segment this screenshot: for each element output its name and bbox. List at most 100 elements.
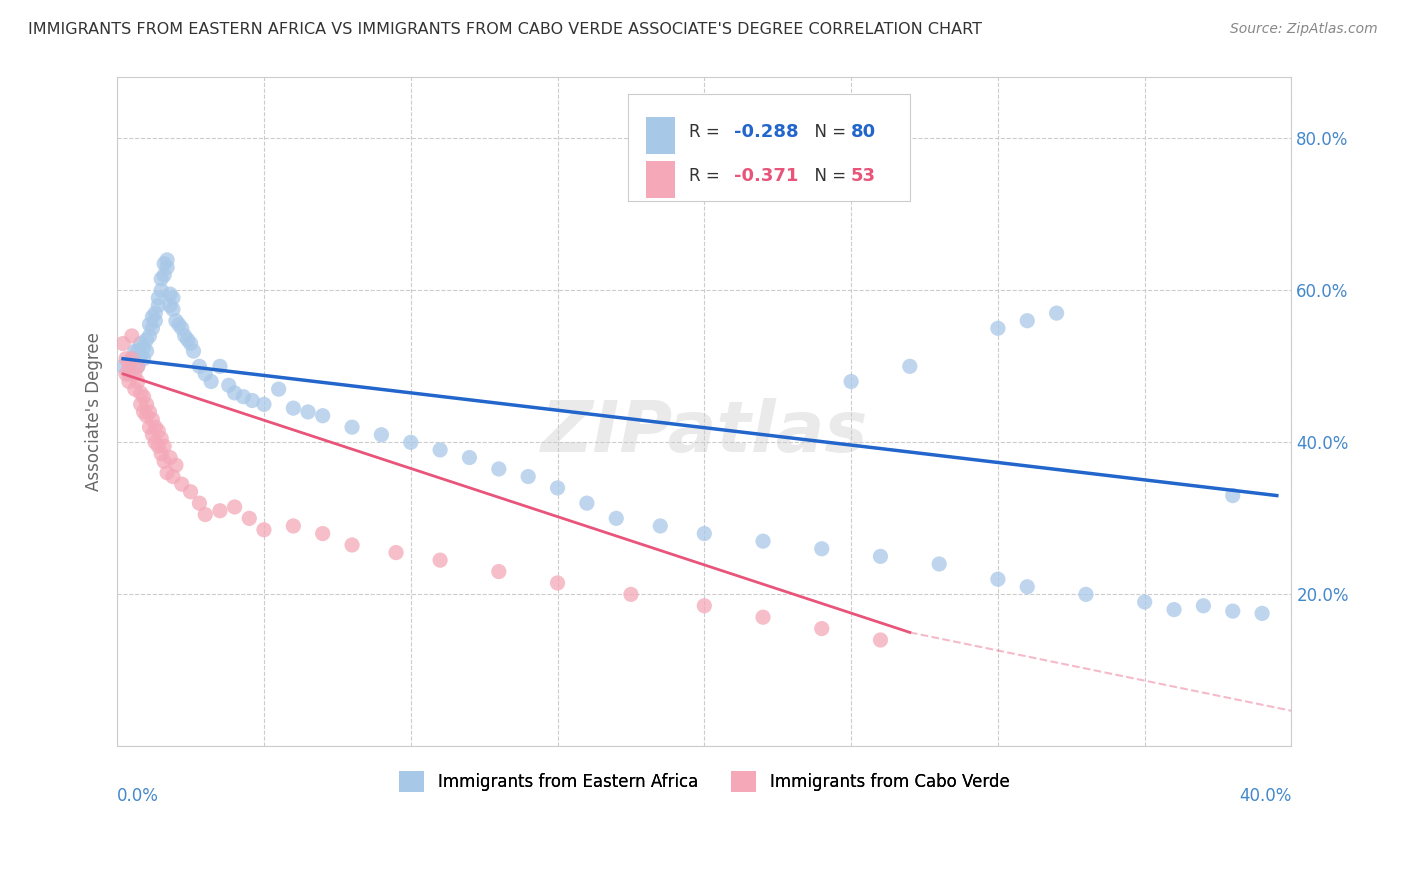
Point <box>132 390 155 404</box>
Point <box>238 511 260 525</box>
Point <box>150 283 173 297</box>
Point <box>143 420 166 434</box>
Point <box>121 351 143 366</box>
Point <box>121 351 143 366</box>
Text: 40.0%: 40.0% <box>1239 787 1292 805</box>
Point <box>869 549 891 564</box>
Point <box>180 336 202 351</box>
Point <box>148 439 170 453</box>
Point <box>1074 587 1097 601</box>
Point <box>156 252 179 267</box>
Point <box>429 442 451 457</box>
Text: 80: 80 <box>851 123 876 141</box>
Point <box>138 318 160 332</box>
Point <box>218 378 240 392</box>
FancyBboxPatch shape <box>628 95 910 202</box>
Point <box>132 405 155 419</box>
Point <box>132 340 155 354</box>
Point <box>208 504 231 518</box>
Text: N =: N = <box>804 168 852 186</box>
Point <box>928 557 950 571</box>
Text: Source: ZipAtlas.com: Source: ZipAtlas.com <box>1230 22 1378 37</box>
Point <box>200 375 222 389</box>
Point <box>112 359 135 374</box>
Point <box>141 427 163 442</box>
Point <box>165 458 187 472</box>
Point <box>153 268 176 282</box>
Point <box>143 314 166 328</box>
Point <box>159 287 181 301</box>
Point <box>135 409 157 423</box>
Point <box>224 500 246 514</box>
Point <box>124 367 146 381</box>
Point <box>1163 602 1185 616</box>
Point <box>752 534 775 549</box>
Point <box>547 481 569 495</box>
Point <box>156 466 179 480</box>
Point <box>141 321 163 335</box>
Point <box>118 367 141 381</box>
Point <box>517 469 540 483</box>
Point <box>141 310 163 324</box>
Point <box>253 397 276 411</box>
Point <box>129 397 152 411</box>
Point <box>138 329 160 343</box>
Point <box>170 321 193 335</box>
Point <box>194 508 217 522</box>
Point <box>153 454 176 468</box>
Point <box>240 393 263 408</box>
Point <box>180 484 202 499</box>
Point <box>488 462 510 476</box>
Point <box>173 329 195 343</box>
Point <box>162 469 184 483</box>
Point <box>385 545 408 559</box>
Point <box>987 572 1010 586</box>
Text: R =: R = <box>689 168 725 186</box>
Point <box>283 519 305 533</box>
Point <box>138 420 160 434</box>
Point <box>839 375 862 389</box>
Point <box>194 367 217 381</box>
Point <box>165 314 187 328</box>
Point <box>1222 604 1244 618</box>
Point <box>143 435 166 450</box>
Point <box>127 359 149 374</box>
Point <box>488 565 510 579</box>
Point <box>399 435 422 450</box>
Point <box>752 610 775 624</box>
Point <box>121 329 143 343</box>
Point <box>162 302 184 317</box>
Point <box>547 576 569 591</box>
Point <box>156 260 179 275</box>
Point <box>135 397 157 411</box>
Point <box>232 390 254 404</box>
Point <box>370 427 392 442</box>
Point <box>170 477 193 491</box>
Point <box>135 344 157 359</box>
FancyBboxPatch shape <box>645 161 675 198</box>
Point <box>620 587 643 601</box>
Point <box>118 359 141 374</box>
Legend: Immigrants from Eastern Africa, Immigrants from Cabo Verde: Immigrants from Eastern Africa, Immigran… <box>392 764 1017 798</box>
Point <box>693 599 716 613</box>
Point <box>1251 607 1274 621</box>
Point <box>575 496 598 510</box>
Point <box>132 351 155 366</box>
Point <box>124 344 146 359</box>
Point <box>312 526 335 541</box>
Point <box>429 553 451 567</box>
Point <box>150 272 173 286</box>
Point <box>127 375 149 389</box>
Point <box>150 432 173 446</box>
Point <box>112 336 135 351</box>
Point <box>188 496 211 510</box>
Point <box>115 351 138 366</box>
Point <box>340 538 363 552</box>
Point <box>810 622 832 636</box>
Point <box>159 450 181 465</box>
Point <box>129 336 152 351</box>
Point <box>148 298 170 312</box>
Point <box>148 291 170 305</box>
Point <box>312 409 335 423</box>
Point <box>183 344 205 359</box>
